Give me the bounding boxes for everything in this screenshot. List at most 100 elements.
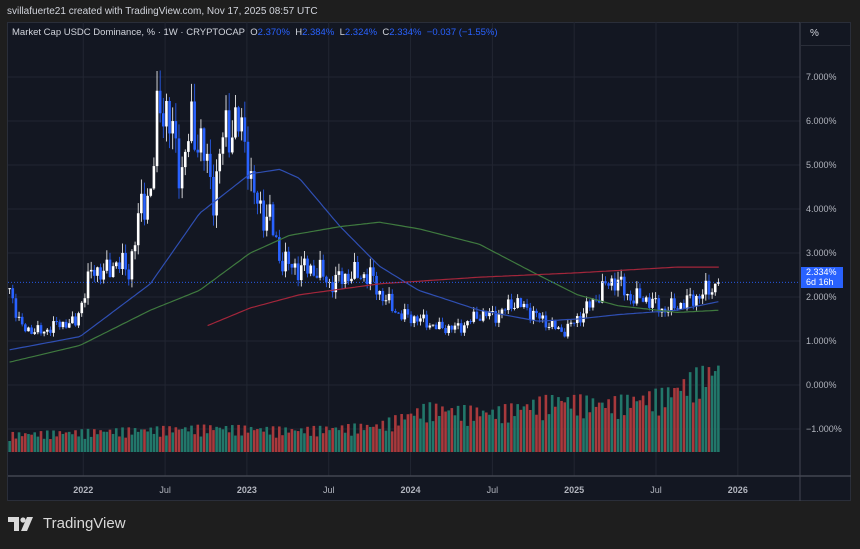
volume-bar [538, 396, 541, 452]
close-value: 2.334% [389, 27, 422, 38]
y-axis-label: 5.000% [806, 160, 837, 170]
volume-bar [212, 430, 215, 452]
volume-bar [604, 407, 607, 452]
candle-body [475, 311, 479, 319]
volume-bar [676, 387, 679, 452]
candle-body [397, 312, 400, 314]
volume-bar [130, 434, 134, 452]
volume-bar [544, 394, 548, 452]
candle-body [259, 200, 262, 204]
volume-bar [397, 425, 400, 452]
candle-body [321, 259, 325, 277]
candle-body [428, 325, 432, 328]
y-axis-label: 4.000% [806, 204, 837, 214]
y-axis-label: 6.000% [806, 116, 837, 126]
candle-body [205, 153, 209, 161]
candle-body [209, 153, 212, 177]
volume-bar [158, 436, 162, 452]
volume-bar [36, 436, 40, 452]
volume-bar [227, 432, 231, 452]
candle-body [55, 321, 58, 323]
volume-bar [607, 399, 610, 452]
candle-body [74, 316, 77, 326]
candle-body [644, 297, 648, 302]
x-axis-label: 2026 [728, 485, 748, 495]
candle-body [52, 321, 55, 333]
volume-bar [209, 425, 212, 452]
volume-bar [563, 402, 567, 452]
candle-body [318, 259, 322, 278]
candle-body [165, 100, 168, 127]
volume-bar [641, 395, 645, 452]
candle-body [174, 121, 178, 139]
candle-body [381, 290, 385, 302]
candle-body [39, 325, 43, 334]
candle-body [27, 327, 30, 332]
volume-bar [657, 415, 661, 452]
candle-body [281, 260, 284, 272]
volume-bar [83, 438, 87, 452]
volume-bar [140, 429, 143, 452]
candle-body [130, 251, 134, 280]
volume-bar [183, 427, 187, 452]
volume-bar [136, 431, 140, 452]
volume-bar [594, 406, 598, 452]
open-label: O [250, 27, 258, 38]
volume-bar [146, 431, 149, 452]
candle-body [384, 300, 388, 302]
candle-body [268, 204, 272, 217]
volume-bar [190, 425, 193, 452]
candle-body [136, 213, 140, 246]
volume-bar [450, 408, 454, 452]
volume-bar [353, 423, 356, 452]
candle-body [406, 309, 410, 315]
volume-bar [71, 434, 74, 452]
volume-bar [350, 435, 353, 452]
candle-body [243, 117, 247, 142]
volume-bar [560, 400, 563, 452]
volume-bar [660, 387, 664, 452]
candle-body [365, 274, 369, 284]
volume-bar [86, 428, 90, 452]
candle-body [353, 261, 356, 279]
candle-body [108, 259, 112, 277]
volume-bar [240, 435, 244, 452]
volume-bar [290, 429, 294, 452]
candle-body [591, 299, 595, 308]
volume-bar [456, 405, 460, 452]
candle-body [691, 294, 695, 306]
candle-body [506, 299, 510, 311]
candle-body [469, 321, 472, 323]
volume-bar [591, 398, 595, 452]
volume-bar [306, 426, 309, 452]
volume-bar [202, 424, 206, 452]
candle-body [347, 273, 350, 282]
volume-bar [503, 404, 507, 452]
volume-bar [121, 427, 124, 452]
volume-bar [187, 431, 190, 452]
candle-body [472, 311, 476, 322]
symbol-title[interactable]: Market Cap USDC Dominance, % · 1W · CRYP… [12, 27, 245, 38]
volume-bar [180, 429, 184, 452]
tradingview-logo[interactable]: TradingView [8, 515, 126, 532]
volume-bar [519, 409, 523, 452]
candle-body [450, 325, 454, 330]
volume-bar [547, 414, 551, 452]
close-label: C [382, 27, 390, 38]
volume-bar [193, 434, 196, 452]
candle-body [168, 100, 171, 134]
volume-bar [437, 415, 441, 452]
candle-body [488, 311, 491, 317]
candle-body [394, 311, 397, 313]
volume-bar [425, 422, 429, 452]
candle-body [359, 277, 363, 279]
candle-body [340, 271, 344, 284]
volume-bar [691, 402, 695, 452]
volume-bar [256, 429, 259, 452]
candle-body [695, 295, 698, 306]
volume-bar [626, 394, 629, 452]
candle-body [86, 271, 90, 299]
candle-body [554, 320, 557, 329]
unit-button[interactable]: % [800, 22, 851, 46]
